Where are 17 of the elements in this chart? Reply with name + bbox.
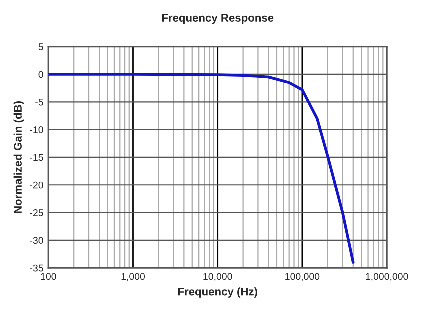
y-tick-label: -10 (30, 126, 44, 134)
y-tick-label: 0 (38, 71, 44, 78)
x-tick-label: 1,000 (122, 273, 146, 282)
x-tick-label: 1,000,000 (366, 273, 408, 282)
y-tick-label: 5 (38, 44, 44, 50)
x-tick-label: 100,000 (286, 273, 320, 282)
chart-title: Frequency Response (162, 14, 274, 24)
y-tick-label: -35 (30, 264, 44, 272)
y-tick-label: -20 (30, 182, 44, 189)
y-tick-label: -25 (30, 210, 44, 216)
y-tick-label: -5 (36, 98, 44, 106)
x-tick-label: 100 (41, 273, 56, 280)
y-tick-label: -30 (30, 237, 44, 244)
x-axis-title: Frequency (Hz) (178, 288, 258, 298)
y-tick-label: -15 (30, 154, 44, 162)
x-tick-label: 10,000 (204, 273, 232, 282)
y-axis-title: Normalized Gain (dB) (14, 102, 24, 214)
